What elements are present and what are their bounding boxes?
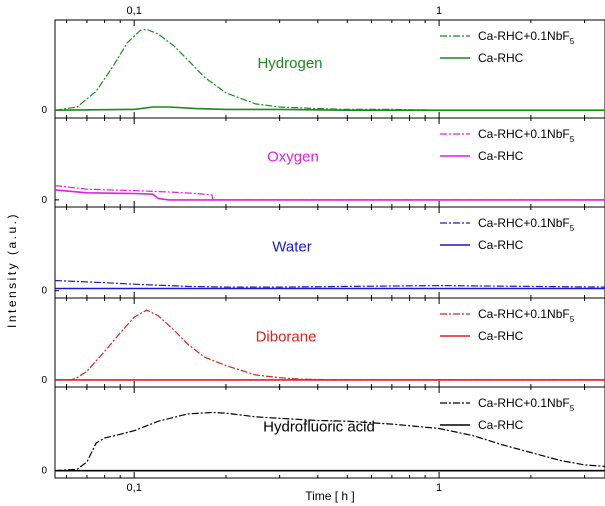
zero-label: 0	[41, 195, 47, 206]
chart-panels: 0 Hydrogen Ca-RHC+0.1NbF5 Ca-RHC 0 Oxygen Ca-R…	[41, 19, 605, 479]
legend-entry: Ca-RHC+0.1NbF5	[478, 29, 575, 46]
legend-entry: Ca-RHC	[478, 329, 524, 343]
panel-label: Oxygen	[267, 149, 319, 166]
bottom-tick-label: 1	[436, 482, 442, 494]
series-line-ca-rhc-nbf5	[54, 28, 605, 111]
zero-label: 0	[41, 466, 47, 477]
legend-entry: Ca-RHC	[478, 149, 524, 163]
legend-entry: Ca-RHC	[478, 418, 524, 432]
series-line-ca-rhc	[54, 106, 605, 111]
panel-4: 0 Diborane Ca-RHC+0.1NbF5 Ca-RHC	[41, 297, 605, 388]
x-axis-title: Time [ h ]	[305, 489, 355, 503]
bottom-axis-tick-labels: 0,1 1	[127, 482, 443, 494]
legend-entry: Ca-RHC+0.1NbF5	[478, 396, 575, 413]
top-axis-tick-labels: 0,1 1	[127, 5, 443, 17]
series-line-ca-rhc-nbf5	[54, 185, 605, 201]
legend-entry: Ca-RHC	[478, 238, 524, 252]
panel-frame	[54, 386, 605, 479]
panel-2: 0 Oxygen Ca-RHC+0.1NbF5 Ca-RHC	[41, 117, 605, 208]
legend-entry: Ca-RHC+0.1NbF5	[478, 216, 575, 233]
legend-entry: Ca-RHC	[478, 51, 524, 65]
panel-5: 0 Hydrofluoric acid Ca-RHC+0.1NbF5 Ca-RHC	[41, 386, 605, 479]
legend-entry: Ca-RHC+0.1NbF5	[478, 307, 575, 324]
panel-label: Hydrogen	[257, 55, 322, 72]
series-line-ca-rhc-nbf5	[54, 279, 605, 288]
panel-3: 0 Water Ca-RHC+0.1NbF5 Ca-RHC	[41, 206, 605, 299]
top-tick-label: 1	[436, 5, 442, 17]
zero-label: 0	[41, 375, 47, 386]
bottom-tick-label: 0,1	[127, 482, 142, 494]
top-tick-label: 0,1	[127, 5, 142, 17]
series-line-ca-rhc-nbf5	[54, 411, 605, 472]
panel-1: 0 Hydrogen Ca-RHC+0.1NbF5 Ca-RHC	[41, 19, 605, 119]
zero-label: 0	[41, 286, 47, 297]
panel-label: Water	[272, 239, 311, 256]
zero-label: 0	[41, 105, 47, 116]
panel-label: Hydrofluoric acid	[263, 419, 375, 436]
y-axis-title: Intensity (a.u.)	[5, 212, 19, 328]
legend-entry: Ca-RHC+0.1NbF5	[478, 127, 575, 144]
series-line-ca-rhc	[54, 189, 605, 201]
panel-label: Diborane	[256, 329, 317, 346]
